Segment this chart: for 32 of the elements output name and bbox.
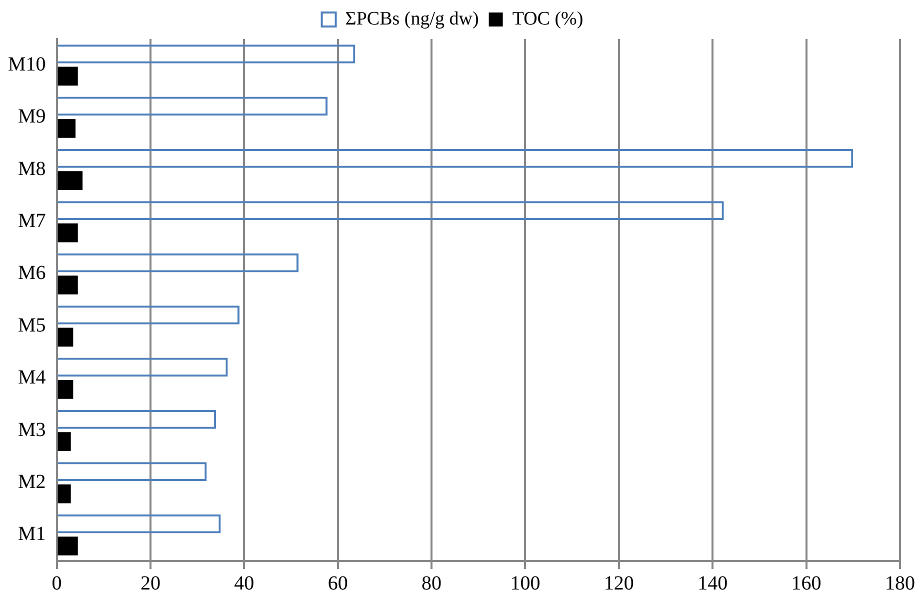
y-tick-label: M6 [18,262,46,284]
x-tick-label: 60 [328,572,348,594]
x-tick-label: 160 [791,572,822,594]
y-tick-label: M10 [8,53,46,76]
bar [58,432,71,452]
bar [58,171,83,190]
bar [58,118,76,138]
x-tick-label: 180 [885,572,915,594]
x-tick-label: 20 [140,572,160,594]
bar [58,380,74,399]
y-tick-label: M2 [18,470,46,493]
legend-label: TOC (%) [512,8,584,30]
x-tick-label: 100 [510,572,540,594]
y-tick-label: M9 [18,106,46,128]
y-tick-label: M4 [18,366,46,389]
bar [58,223,78,242]
y-tick-label: M7 [18,210,46,232]
y-tick-label: M1 [18,523,46,546]
y-tick-label: M8 [18,158,46,180]
bar [58,276,78,294]
x-tick-label: 80 [422,572,442,594]
bar [58,536,78,556]
y-tick-label: M3 [18,418,46,441]
x-tick-label: 140 [698,572,728,594]
y-tick-label: M5 [18,314,46,336]
bar [58,484,71,504]
x-tick-label: 120 [604,572,634,594]
legend-label: ΣPCBs (ng/g dw) [345,8,479,30]
x-tick-label: 0 [52,572,62,594]
x-tick-label: 40 [234,572,254,594]
bar [58,328,74,347]
bar [58,66,78,86]
